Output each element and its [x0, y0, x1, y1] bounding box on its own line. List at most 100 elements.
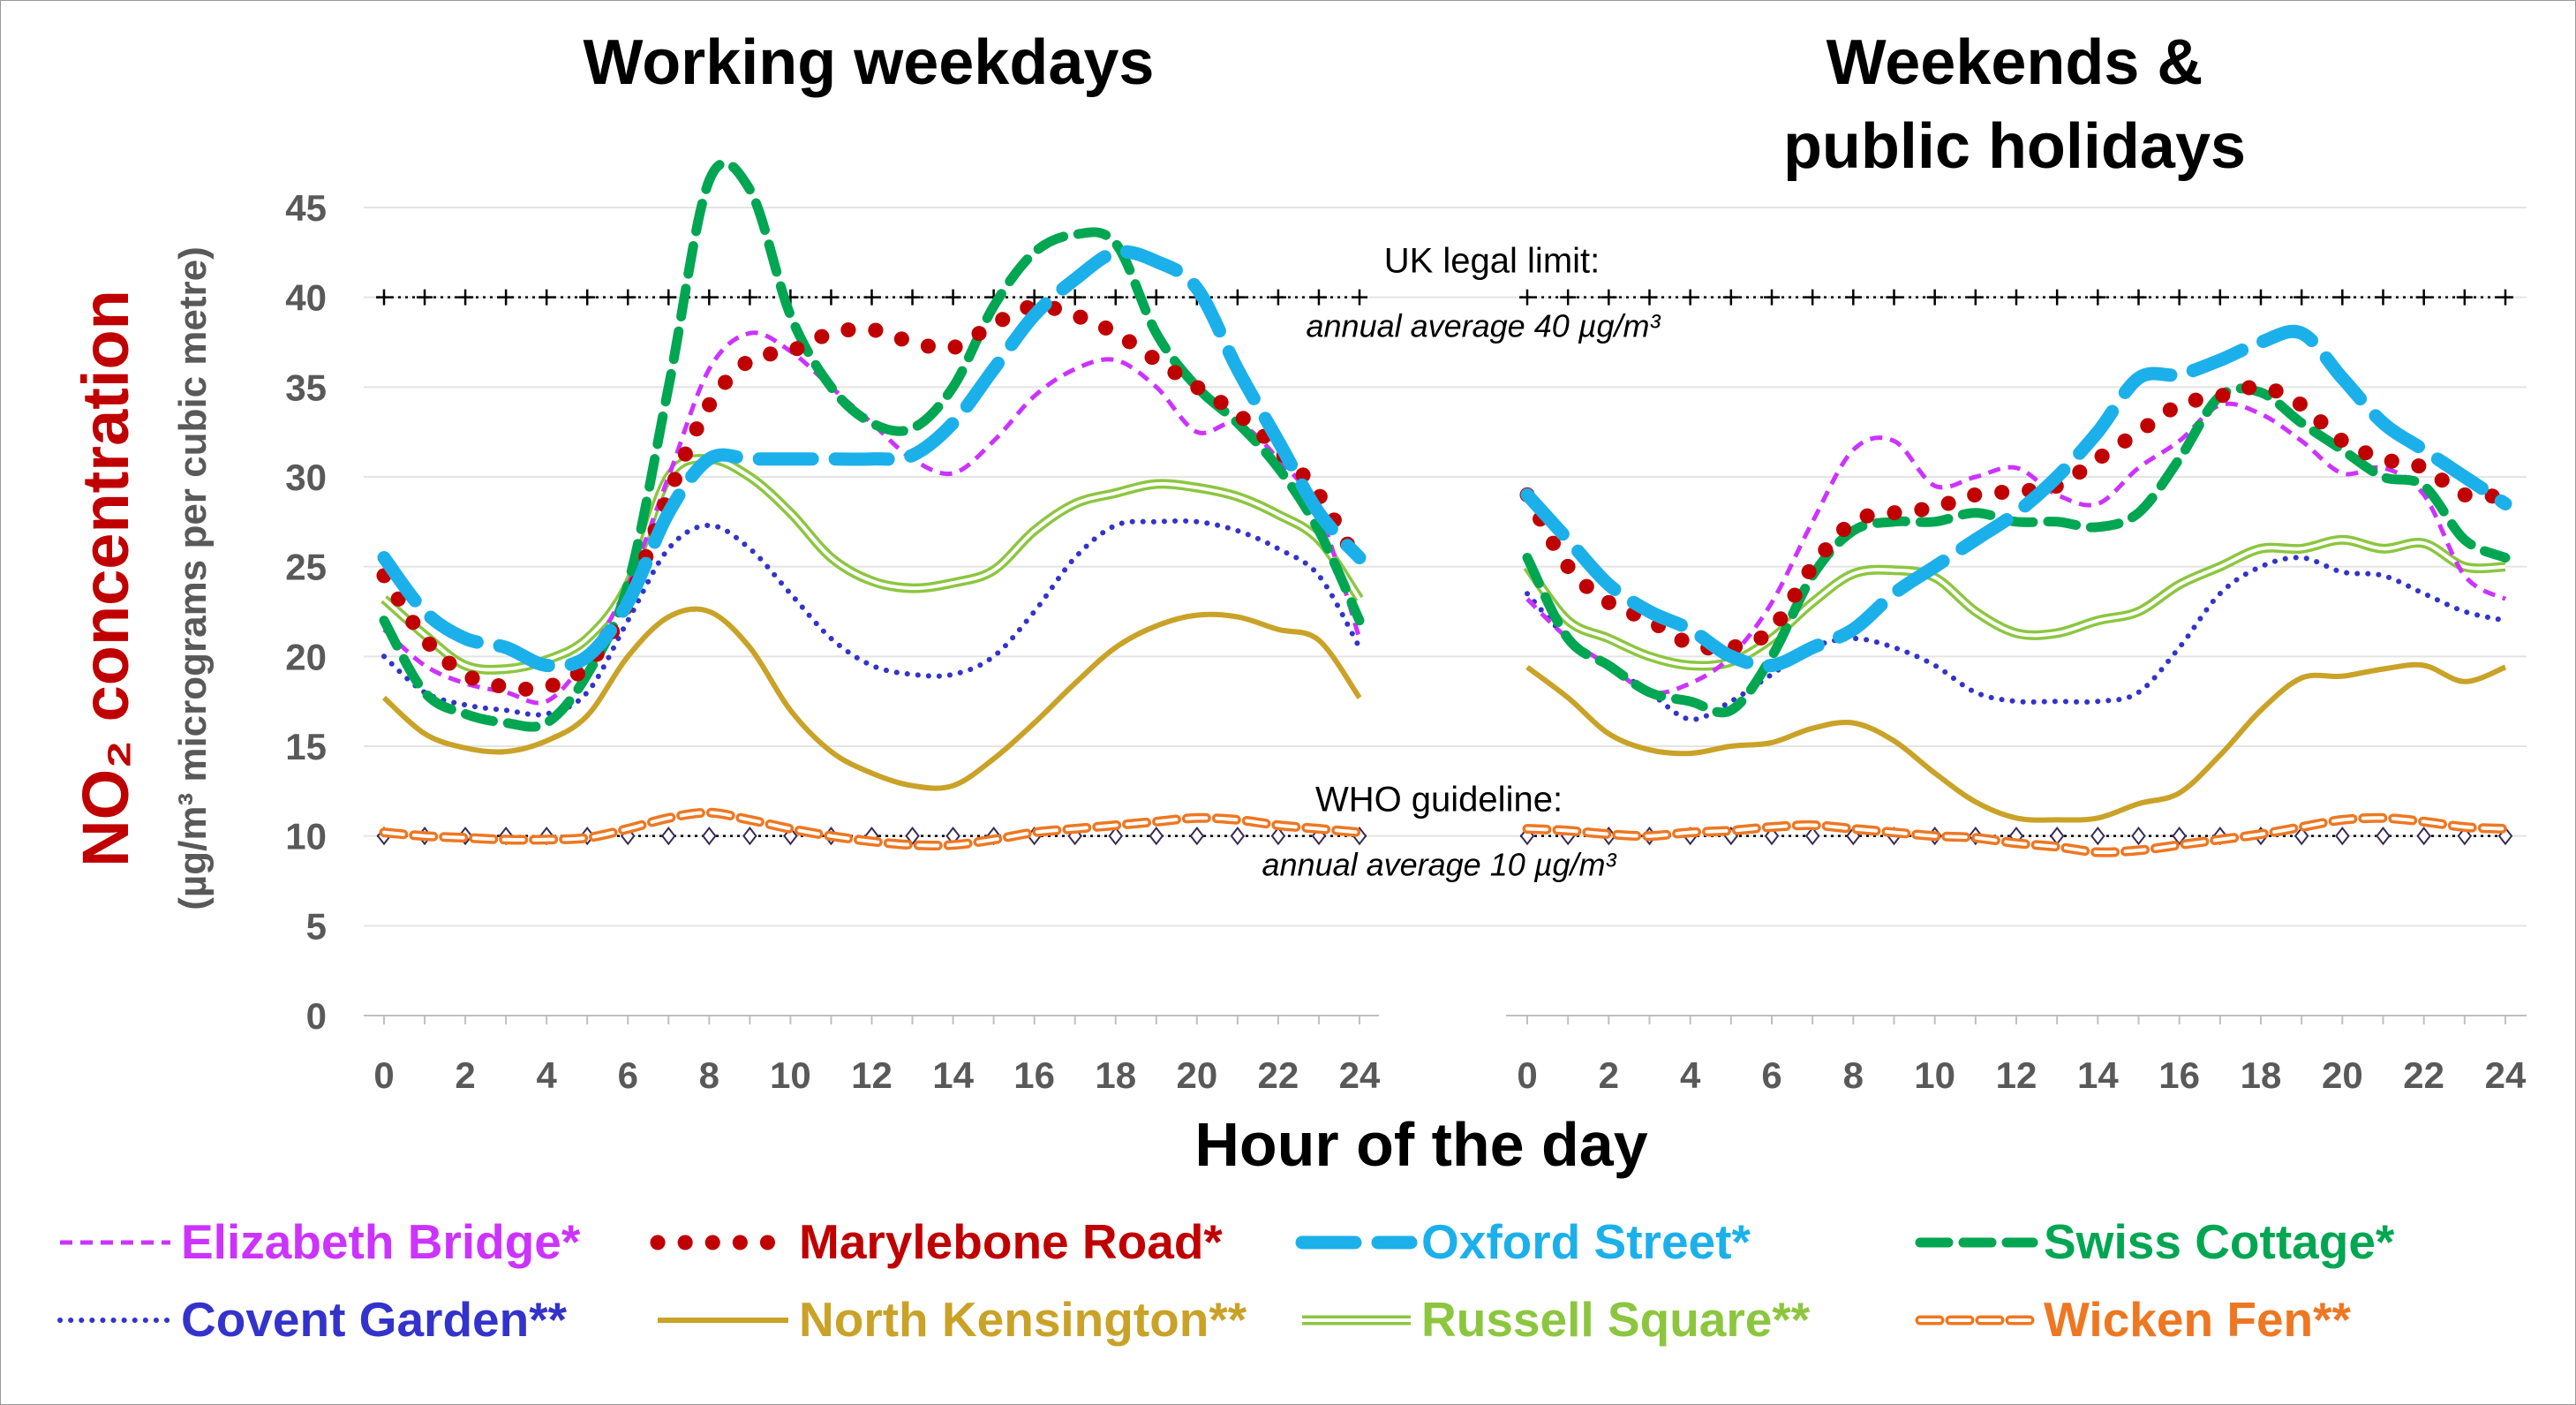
x-tick-label: 18 [1095, 1054, 1136, 1096]
legend-label: Swiss Cottage* [2044, 1214, 2395, 1269]
reference-marker [1230, 827, 1246, 846]
reference-marker [1269, 289, 1286, 306]
reference-marker [2294, 827, 2309, 846]
x-tick-label: 14 [2077, 1054, 2119, 1096]
x-tick-label: 14 [932, 1054, 974, 1096]
panel-title: public holidays [1783, 111, 2246, 182]
reference-marker [2376, 827, 2391, 846]
reference-marker [1764, 289, 1780, 306]
y-tick-label: 25 [285, 547, 327, 588]
x-tick-label: 6 [1761, 1054, 1781, 1096]
series-line-oxford-street-weekend [1520, 324, 2512, 673]
x-tick-label: 18 [2241, 1054, 2282, 1096]
reference-marker [2131, 827, 2146, 846]
reference-marker [1804, 289, 1821, 306]
reference-marker [1722, 289, 1739, 306]
series-line-elizabeth-bridge-weekday [382, 330, 1362, 706]
panel-title: Weekends & [1827, 27, 2203, 98]
reference-marker [620, 289, 636, 306]
reference-marker [904, 289, 921, 306]
series-line-elizabeth-bridge-weekend [1525, 401, 2507, 696]
x-tick-label: 0 [1517, 1054, 1537, 1096]
y-axis: 0 5 10 15 20 25 30 35 40 45 [285, 187, 327, 1037]
y-tick-label: 0 [306, 995, 327, 1037]
reference-marker [1229, 289, 1246, 306]
series-line-covent-garden-weekday [381, 517, 1362, 718]
reference-marker [742, 827, 757, 846]
reference-marker [1560, 289, 1577, 306]
legend-label: Covent Garden** [181, 1292, 568, 1347]
reference-marker [1845, 289, 1862, 306]
reference-marker [945, 289, 961, 306]
y-axis-label: NO₂ concentration [69, 290, 142, 867]
reference-marker [1519, 289, 1535, 306]
reference-marker [2294, 289, 2310, 306]
reference-marker [376, 289, 392, 306]
reference-marker [1804, 827, 1820, 846]
reference-marker [2171, 289, 2188, 306]
who-guideline-title: WHO guideline: [1315, 781, 1563, 820]
reference-marker [2415, 289, 2432, 306]
x-tick-label: 6 [618, 1054, 638, 1096]
x-tick-label: 22 [1258, 1054, 1299, 1096]
reference-marker [701, 289, 718, 306]
series-lines [376, 158, 2513, 857]
uk-limit-subtitle: annual average 40 µg/m³ [1307, 308, 1661, 344]
reference-marker [2211, 289, 2228, 306]
series-line-north-kensington-weekday [381, 606, 1362, 791]
x-tick-label: 4 [536, 1054, 557, 1096]
y-tick-label: 35 [285, 366, 327, 408]
reference-marker [579, 289, 596, 306]
y-tick-label: 45 [285, 187, 327, 229]
reference-marker [1189, 827, 1205, 846]
series-line-russell-square-weekend [1525, 538, 2506, 668]
x-tick-label: 10 [770, 1054, 811, 1096]
series-north-kensington [381, 606, 2507, 823]
reference-marker [457, 289, 474, 306]
reference-marker [1107, 289, 1124, 306]
label-background [1346, 233, 1638, 285]
series-oxford-street [377, 245, 2512, 673]
x-tick-label: 8 [699, 1054, 719, 1096]
series-elizabeth-bridge [382, 330, 2507, 706]
x-tick-label: 22 [2403, 1054, 2444, 1096]
reference-marker [1601, 289, 1617, 306]
reference-marker [1108, 827, 1124, 846]
series-wicken-fen [379, 807, 2511, 857]
y-tick-label: 10 [285, 816, 327, 857]
x-tick-label: 16 [1013, 1054, 1055, 1096]
uk-limit-title: UK legal limit: [1384, 242, 1601, 281]
reference-marker [2335, 827, 2350, 846]
x-tick-label: 2 [1599, 1054, 1619, 1096]
reference-marker [863, 289, 880, 306]
series-marylebone-road [376, 298, 2513, 697]
legend-label: Wicken Fen** [2044, 1292, 2352, 1347]
x-tick-label: 20 [2322, 1054, 2363, 1096]
series-line-russell-square-weekend [1523, 534, 2506, 671]
reference-marker [2253, 289, 2269, 306]
legend-item-covent-garden: Covent Garden** [57, 1292, 568, 1347]
series-line-wicken-fen-weekday [382, 811, 1361, 848]
reference-marker [2008, 289, 2024, 306]
legend-item-marylebone-road: Marylebone Road* [650, 1214, 1223, 1269]
x-tick-label: 12 [1996, 1054, 2037, 1096]
reference-marker [1682, 289, 1699, 306]
reference-marker [2416, 827, 2431, 846]
legend-label: Marylebone Road* [799, 1214, 1223, 1269]
reference-marker [1967, 289, 1984, 306]
reference-marker [2130, 289, 2147, 306]
reference-marker [1270, 827, 1286, 846]
x-axis-lines [364, 1015, 2527, 1024]
reference-marker [2497, 289, 2513, 306]
reference-marker [1148, 289, 1164, 306]
reference-marker [1641, 289, 1658, 306]
legend-item-wicken-fen: Wicken Fen** [1915, 1292, 2352, 1347]
reference-marker [742, 289, 758, 306]
reference-marker [1926, 289, 1943, 306]
x-tick-label: 2 [455, 1054, 475, 1096]
reference-marker [702, 827, 717, 846]
reference-marker [1026, 289, 1043, 306]
reference-marker [1886, 289, 1902, 306]
reference-marker [1066, 289, 1083, 306]
